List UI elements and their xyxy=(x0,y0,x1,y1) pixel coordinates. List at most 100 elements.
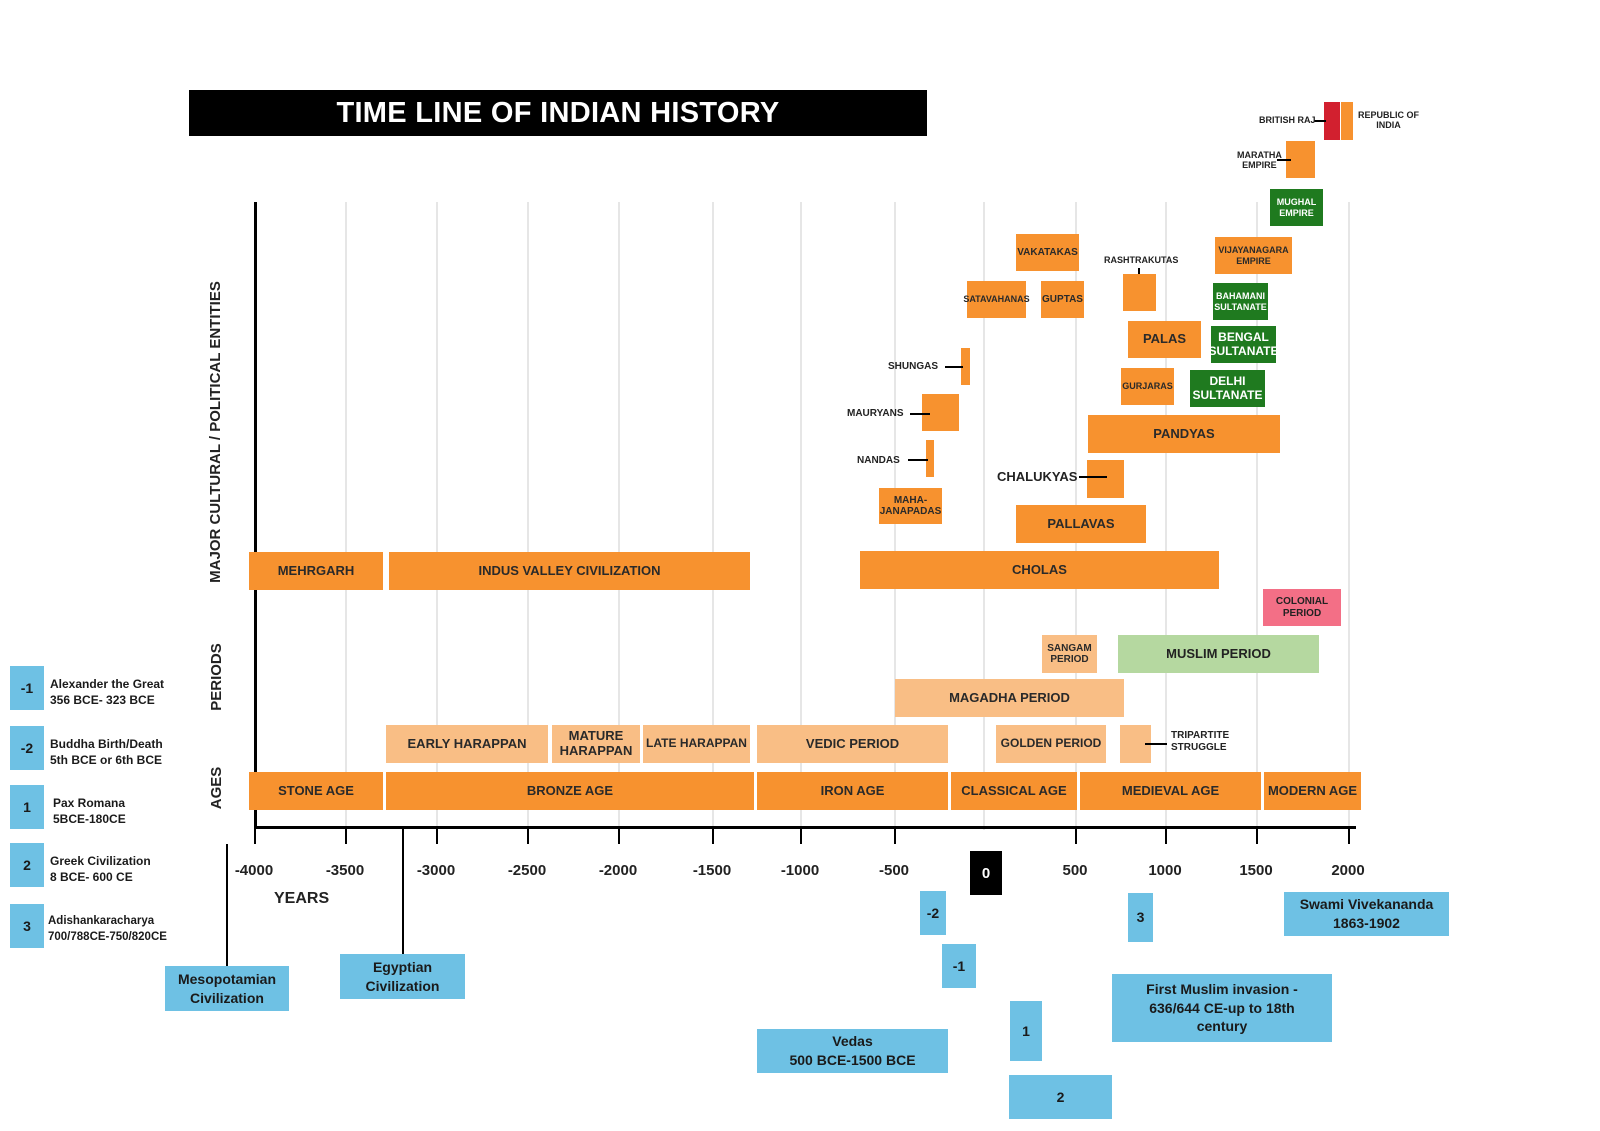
entity-mauryans-box xyxy=(922,394,959,431)
legend-text: Alexander the Great 356 BCE- 323 BCE xyxy=(50,677,165,708)
marker-alexander: -1 xyxy=(942,944,976,988)
age-iron: IRON AGE xyxy=(757,772,948,810)
period-muslim: MUSLIM PERIOD xyxy=(1118,635,1319,673)
marker-buddha: -2 xyxy=(920,891,946,935)
entity-mauryans-label: MAURYANS xyxy=(847,408,904,419)
entity-vakatakas: VAKATAKAS xyxy=(1016,234,1079,271)
note-egyptian: Egyptian Civilization xyxy=(340,954,465,999)
page-title: TIME LINE OF INDIAN HISTORY xyxy=(189,90,927,136)
entity-shungas-box xyxy=(961,348,970,385)
age-stone: STONE AGE xyxy=(249,772,383,810)
legend-number: -1 xyxy=(10,666,44,710)
marker-pax-romana: 1 xyxy=(1010,1001,1042,1061)
entity-mughal: MUGHAL EMPIRE xyxy=(1270,189,1323,226)
entity-nandas-label: NANDAS xyxy=(857,455,900,466)
period-magadha: MAGADHA PERIOD xyxy=(895,679,1124,717)
entity-delhi-sultanate: DELHI SULTANATE xyxy=(1190,370,1265,407)
age-modern: MODERN AGE xyxy=(1264,772,1361,810)
tick-mark xyxy=(1165,828,1167,844)
tick-label: 500 xyxy=(1062,862,1088,879)
tick-label: 2000 xyxy=(1331,862,1365,879)
tick-label: -2500 xyxy=(507,862,547,879)
legend-number: 2 xyxy=(10,843,44,887)
tick-mark xyxy=(345,828,347,844)
period-colonial: COLONIAL PERIOD xyxy=(1263,589,1341,626)
mesopotamian-connector xyxy=(226,844,228,967)
tick-label: -3000 xyxy=(416,862,456,879)
entity-republic-box xyxy=(1341,102,1353,140)
entity-british-raj-label: BRITISH RAJ xyxy=(1259,115,1316,125)
tick-label: 1000 xyxy=(1148,862,1182,879)
period-early-harappan: EARLY HARAPPAN xyxy=(386,725,548,763)
entity-cholas: CHOLAS xyxy=(860,551,1219,589)
entity-gurjaras: GURJARAS xyxy=(1121,368,1174,405)
tick-label-zero: 0 xyxy=(970,851,1002,895)
entity-palas: PALAS xyxy=(1128,321,1201,358)
entity-chalukyas-box xyxy=(1087,460,1124,498)
row-label-entities: MAJOR CULTURAL / POLITICAL ENTITIES xyxy=(207,281,224,583)
axis-title: YEARS xyxy=(274,890,330,907)
row-label-periods: PERIODS xyxy=(208,643,225,711)
period-late-harappan: LATE HARAPPAN xyxy=(643,725,750,763)
period-mature-harappan: MATURE HARAPPAN xyxy=(552,725,640,763)
marker-adishankaracharya: 3 xyxy=(1128,893,1153,942)
chalukyas-connector xyxy=(1079,476,1107,478)
shungas-connector xyxy=(945,366,963,368)
tick-mark xyxy=(527,828,529,844)
marker-greek: 2 xyxy=(1009,1075,1112,1119)
tick-label: -3500 xyxy=(325,862,365,879)
tick-mark xyxy=(254,828,256,844)
entity-bengal-sultanate: BENGAL SULTANATE xyxy=(1209,326,1279,363)
entity-satavahanas: SATAVAHANAS xyxy=(963,281,1030,318)
tripartite-connector xyxy=(1145,743,1167,745)
entity-republic-label: REPUBLIC OF INDIA xyxy=(1358,110,1420,131)
legend-text: Greek Civilization 8 BCE- 600 CE xyxy=(50,854,151,885)
maratha-connector xyxy=(1277,159,1291,161)
tick-mark xyxy=(1256,828,1258,844)
entity-british-raj-box xyxy=(1324,102,1340,140)
entity-nandas-box xyxy=(926,440,934,477)
british-raj-connector xyxy=(1314,120,1326,122)
legend-text: Pax Romana 5BCE-180CE xyxy=(53,796,126,827)
tick-mark xyxy=(436,828,438,844)
y-axis xyxy=(254,202,257,828)
legend-number: -2 xyxy=(10,726,44,770)
tick-mark xyxy=(618,828,620,844)
entity-rashtrakutas-label: RASHTRAKUTAS xyxy=(1104,255,1179,265)
entity-vijayanagara: VIJAYANAGARA EMPIRE xyxy=(1215,237,1292,274)
egyptian-connector xyxy=(402,828,404,955)
period-sangam: SANGAM PERIOD xyxy=(1042,635,1097,673)
legend-number: 1 xyxy=(10,785,44,829)
entity-maratha-label: MARATHA EMPIRE xyxy=(1237,150,1282,171)
period-golden: GOLDEN PERIOD xyxy=(996,725,1106,763)
tick-label: -2000 xyxy=(598,862,638,879)
nandas-connector xyxy=(908,459,928,461)
entity-rashtrakutas-box xyxy=(1123,274,1156,311)
tick-label: -500 xyxy=(878,862,910,879)
note-mesopotamian: Mesopotamian Civilization xyxy=(165,966,289,1011)
legend-number: 3 xyxy=(10,904,44,948)
tick-label: 1500 xyxy=(1239,862,1273,879)
tick-mark xyxy=(800,828,802,844)
entity-mehrgarh: MEHRGARH xyxy=(249,552,383,590)
age-medieval: MEDIEVAL AGE xyxy=(1080,772,1261,810)
age-bronze: BRONZE AGE xyxy=(386,772,754,810)
note-vivekananda: Swami Vivekananda 1863-1902 xyxy=(1284,892,1449,936)
tick-label: -1000 xyxy=(780,862,820,879)
age-classical: CLASSICAL AGE xyxy=(951,772,1077,810)
tick-mark xyxy=(894,828,896,844)
legend-text: Adishankaracharya 700/788CE-750/820CE xyxy=(48,915,167,943)
entity-pallavas: PALLAVAS xyxy=(1016,505,1146,543)
row-label-ages: AGES xyxy=(208,766,225,810)
legend-text: Buddha Birth/Death 5th BCE or 6th BCE xyxy=(50,737,163,768)
mauryans-connector xyxy=(910,413,930,415)
tick-label: -1500 xyxy=(692,862,732,879)
tick-mark xyxy=(1075,828,1077,844)
note-vedas: Vedas 500 BCE-1500 BCE xyxy=(757,1029,948,1073)
entity-indus: INDUS VALLEY CIVILIZATION xyxy=(389,552,750,590)
entity-bahamani-sultanate: BAHAMANI SULTANATE xyxy=(1213,283,1268,320)
x-axis xyxy=(254,826,1356,829)
entity-guptas: GUPTAS xyxy=(1041,281,1084,318)
tick-label: -4000 xyxy=(234,862,274,879)
period-vedic: VEDIC PERIOD xyxy=(757,725,948,763)
